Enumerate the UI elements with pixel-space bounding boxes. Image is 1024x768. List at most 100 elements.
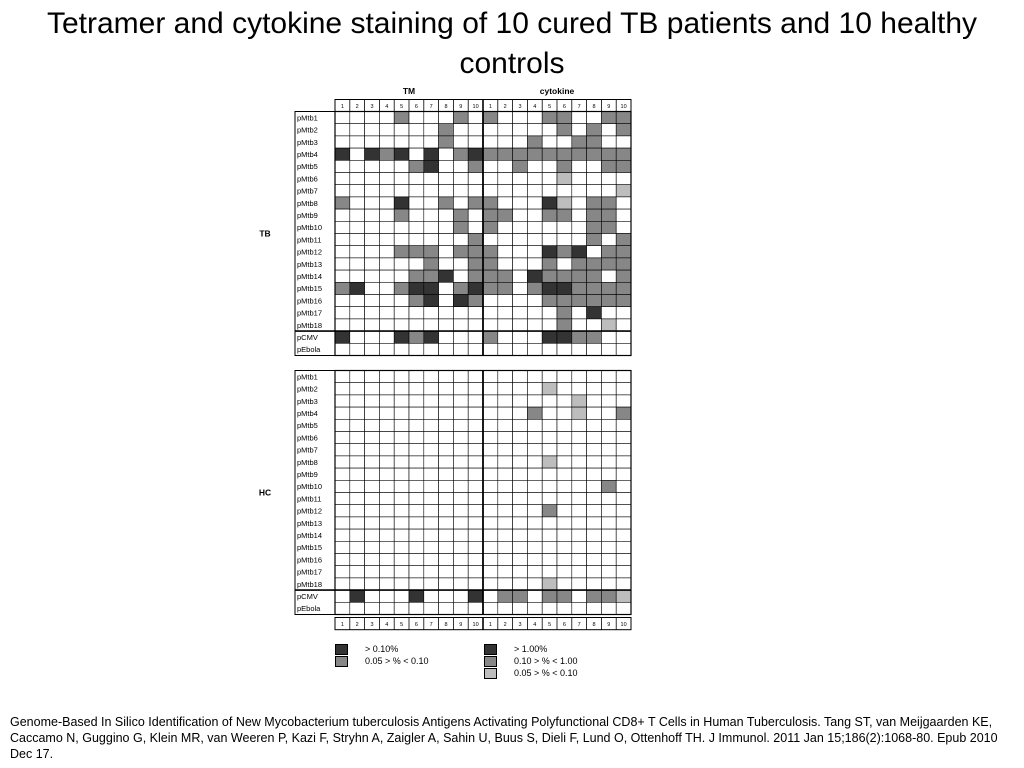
heatmap-cell [423,342,439,356]
heatmap-cell [467,492,484,505]
heatmap-cell [438,221,454,234]
heatmap-cell [453,516,469,530]
row-label: pCMV [297,333,318,342]
heatmap-cell [586,123,602,137]
heatmap-cell [615,406,632,420]
heatmap-cell [556,382,573,396]
heatmap-cell [393,147,410,161]
row-label: pMtb1 [297,372,318,381]
heatmap-cell [571,540,587,554]
heatmap-cell [571,565,587,579]
heatmap-cell [556,418,573,432]
heatmap-cell [541,565,558,579]
heatmap-cell [393,123,410,137]
heatmap-cell [497,394,513,408]
heatmap-cell [423,111,439,124]
column-number-label: 2 [356,622,359,628]
heatmap-cell [556,281,573,295]
row-label: pMtb4 [297,150,318,159]
row-label: pMtb10 [297,482,322,491]
heatmap-cell [541,221,558,234]
heatmap-cell [364,269,380,283]
heatmap-cell [541,233,558,246]
heatmap-cell [482,294,499,307]
heatmap-cell [586,382,602,396]
heatmap-cell [586,540,602,554]
heatmap-cell [527,455,543,469]
heatmap-cell [556,565,573,579]
heatmap-cell [393,281,410,295]
heatmap-cell [393,135,410,149]
heatmap-cell [438,382,454,396]
heatmap-cell [586,135,602,149]
row-label: pMtb12 [297,248,322,257]
heatmap-cell [601,382,617,396]
heatmap-cell [453,269,469,283]
heatmap-cell [408,467,425,481]
heatmap-cell [615,184,632,198]
heatmap-cell [571,135,587,149]
heatmap-cell [601,406,617,420]
heatmap-cell [541,208,558,222]
column-number-label: 1 [341,104,344,110]
heatmap-cell [467,540,484,554]
heatmap-cell [364,492,380,505]
heatmap-cell [541,504,558,518]
heatmap-cell [586,394,602,408]
heatmap-cell [615,382,632,396]
heatmap-cell [379,382,395,396]
heatmap-cell [408,577,425,591]
heatmap-cell [408,221,425,234]
heatmap-cell [541,406,558,420]
column-number-label: 10 [473,104,479,110]
heatmap-cell [393,196,410,210]
heatmap-cell [453,589,469,603]
heatmap-cell [556,318,573,332]
heatmap-cell [423,318,439,332]
heatmap-cell [334,382,351,396]
heatmap-cell [571,382,587,396]
heatmap-cell [438,172,454,185]
heatmap-cell [364,123,380,137]
heatmap-cell [556,196,573,210]
heatmap-cell [349,589,365,603]
column-number-label: 9 [607,622,610,628]
heatmap-cell [467,111,484,124]
heatmap-cell [615,245,632,259]
heatmap-cell [586,504,602,518]
heatmap-cell [541,306,558,320]
heatmap-cell [497,553,513,566]
heatmap-cell [379,455,395,469]
heatmap-cell [438,318,454,332]
heatmap-cell [571,577,587,591]
heatmap-cell [423,196,439,210]
heatmap-cell [512,553,528,566]
heatmap-cell [586,269,602,283]
row-label: pMtb14 [297,272,322,281]
heatmap-cell [423,455,439,469]
heatmap-cell [423,233,439,246]
row-label: pMtb10 [297,223,322,232]
row-label: pMtb9 [297,211,318,220]
heatmap-cell [615,294,632,307]
heatmap-cell [527,504,543,518]
heatmap-cell [467,577,484,591]
heatmap-cell [512,245,528,259]
heatmap-cell [453,330,469,344]
heatmap-cell [334,589,351,603]
heatmap-cell [571,281,587,295]
heatmap-cell [512,233,528,246]
heatmap-cell [541,269,558,283]
heatmap-cell [556,553,573,566]
heatmap-cell [527,492,543,505]
heatmap-cell [556,184,573,198]
heatmap-cell [334,418,351,432]
row-label: pMtb12 [297,507,322,516]
heatmap-cell [541,294,558,307]
heatmap-cell [527,382,543,396]
heatmap-cell [586,245,602,259]
heatmap-cell [467,504,484,518]
heatmap-cell [615,306,632,320]
heatmap-cell [467,455,484,469]
heatmap-cell [334,492,351,505]
